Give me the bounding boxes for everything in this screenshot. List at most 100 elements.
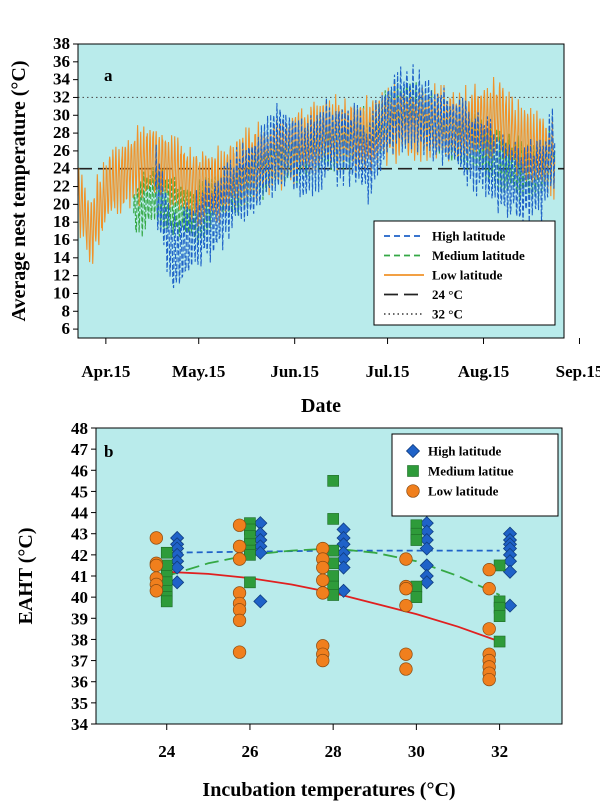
medium-latitude-point (160, 595, 173, 608)
high-latitude-point (170, 560, 185, 575)
fit-line (166, 549, 500, 554)
high-latitude-point (336, 583, 351, 598)
legend-marker (406, 484, 420, 498)
x-tick-label: 28 (325, 742, 342, 761)
x-tick-label: 30 (408, 742, 425, 761)
low-latitude-point (399, 598, 413, 613)
y-tick-label: 36 (53, 52, 70, 71)
high-latitude-point (253, 594, 268, 609)
high-latitude-point (419, 541, 434, 556)
low-latitude-point (482, 672, 496, 687)
low-latitude-point (316, 573, 330, 587)
low-latitude-point (232, 645, 247, 659)
y-tick-label: 43 (71, 525, 88, 544)
low-latitude-point (149, 584, 163, 598)
low-latitude-point (316, 586, 330, 600)
panel-b-y-axis: 34 35 36 37 38 39 40 41 42 43 44 45 46 47 48 (71, 419, 96, 734)
y-tick-label: 32 (53, 87, 70, 106)
y-tick-label: 6 (62, 319, 71, 338)
y-tick-label: 44 (71, 504, 89, 523)
low-latitude-point (316, 560, 330, 575)
panel-b-y-axis-label: EAHT (°C) (15, 527, 37, 624)
y-tick-label: 8 (62, 301, 71, 320)
panel-b-points (149, 475, 518, 687)
y-tick-label: 42 (71, 546, 88, 565)
x-tick-label: 32 (491, 742, 508, 761)
medium-latitude-point (410, 591, 423, 603)
panel-a-legend: High latitude Medium latitude Low latitude… (373, 220, 556, 326)
y-tick-label: 20 (53, 194, 70, 213)
low-latitude-point (482, 622, 496, 636)
low-latitude-point (149, 558, 163, 573)
y-tick-label: 38 (71, 630, 88, 649)
legend-label: 24 °C (432, 287, 463, 302)
medium-latitude-point (327, 513, 339, 525)
y-tick-label: 47 (71, 440, 89, 459)
low-latitude-point (316, 653, 330, 668)
y-tick-label: 40 (71, 588, 88, 607)
low-latitude-point (232, 539, 247, 554)
x-tick-label: Sep.15 (556, 362, 600, 381)
legend-marker (407, 465, 419, 477)
high-latitude-point (336, 560, 351, 575)
panel-a-label: a (104, 66, 113, 85)
panel-b-legend-box (391, 433, 559, 517)
legend-marker (405, 443, 421, 459)
y-tick-label: 38 (53, 34, 70, 53)
panel-b-x-axis-label: Incubation temperatures (°C) (202, 779, 455, 801)
low-latitude-point (232, 613, 247, 628)
low-latitude-point (399, 647, 413, 661)
y-tick-label: 41 (71, 567, 88, 586)
legend-label: Medium latitude (432, 248, 525, 263)
y-tick-label: 39 (71, 609, 88, 628)
y-tick-label: 14 (53, 248, 71, 267)
panel-a-x-axis-label: Date (301, 395, 341, 417)
y-tick-label: 45 (71, 482, 88, 501)
x-tick-label: Aug.15 (458, 362, 509, 381)
x-tick-label: 24 (158, 742, 176, 761)
y-tick-label: 22 (53, 177, 70, 196)
panel-a-legend-box (373, 220, 556, 326)
y-tick-label: 46 (71, 461, 88, 480)
high-latitude-point (502, 598, 518, 613)
low-latitude-point (149, 531, 163, 545)
high-latitude-point (419, 575, 434, 590)
legend-label: High latitude (428, 444, 502, 459)
y-tick-label: 28 (53, 123, 70, 142)
panel-b-legend: High latitude Medium latitue Low latitude (391, 433, 559, 517)
low-latitude-point (399, 582, 413, 596)
legend-label: Medium latitue (428, 464, 514, 479)
y-tick-label: 16 (53, 230, 70, 249)
high-latitude-point (502, 564, 518, 579)
medium-latitude-point (327, 589, 339, 601)
x-tick-label: Jun.15 (270, 362, 319, 381)
x-tick-label: 26 (241, 742, 258, 761)
high-latitude-point (253, 545, 268, 560)
legend-label: 32 °C (432, 307, 463, 322)
panel-a-plot-frame (77, 43, 565, 339)
legend-label: Low latitude (432, 268, 503, 283)
y-tick-label: 12 (53, 266, 70, 285)
x-tick-label: May.15 (172, 362, 225, 381)
medium-latitude-point (493, 610, 506, 622)
y-tick-label: 34 (71, 715, 89, 734)
panel-a-y-axis-label: Average nest temperature (°C) (8, 60, 30, 321)
panel-a-x-axis: Apr.15 May.15 Jun.15 Jul.15 Aug.15 Sep.15 (81, 338, 600, 381)
y-tick-label: 26 (53, 141, 70, 160)
panel-b-x-axis: 24 26 28 30 32 (158, 724, 508, 761)
panel-b-label: b (104, 442, 113, 461)
y-tick-label: 30 (53, 105, 70, 124)
medium-latitude-point (327, 475, 339, 487)
low-latitude-point (232, 518, 247, 532)
low-latitude-point (482, 582, 496, 596)
legend-label: High latitude (432, 229, 506, 244)
series-line (154, 64, 556, 289)
y-tick-label: 34 (53, 70, 71, 89)
low-latitude-point (482, 563, 496, 577)
y-tick-label: 18 (53, 212, 70, 231)
panel-a-series (77, 64, 556, 289)
y-tick-label: 48 (71, 419, 88, 438)
